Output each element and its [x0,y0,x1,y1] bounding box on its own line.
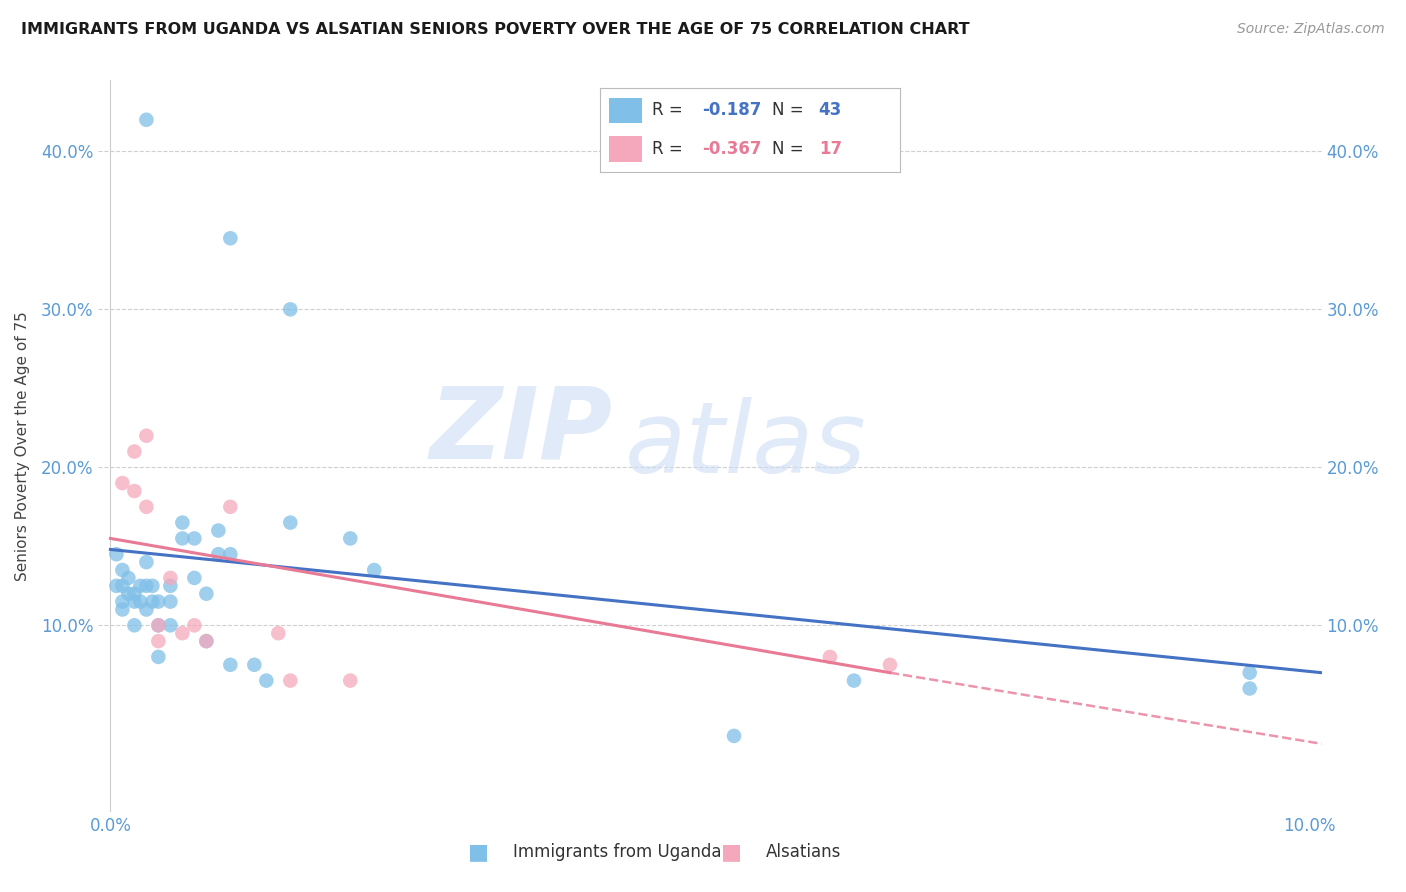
Point [363,563,385,577]
Point [111,602,134,616]
Point [141,579,163,593]
Point [135,555,157,569]
Point [148,618,170,632]
Point [183,532,205,546]
Point [135,602,157,616]
Point [111,594,134,608]
Point [879,657,901,672]
Text: IMMIGRANTS FROM UGANDA VS ALSATIAN SENIORS POVERTY OVER THE AGE OF 75 CORRELATIO: IMMIGRANTS FROM UGANDA VS ALSATIAN SENIO… [21,22,970,37]
Point [267,626,290,640]
Point [148,634,170,648]
Point [219,547,242,561]
Text: ZIP: ZIP [429,383,612,480]
Point [111,476,134,491]
Point [159,579,181,593]
Point [135,579,157,593]
Text: Alsatians: Alsatians [766,843,842,861]
Point [129,579,152,593]
Point [148,649,170,664]
Point [278,673,301,688]
Point [723,729,745,743]
Point [219,657,242,672]
Point [207,547,229,561]
Point [207,524,229,538]
Point [129,594,152,608]
Point [124,483,146,498]
Text: ■: ■ [468,842,488,862]
Point [135,428,157,442]
Point [105,579,128,593]
Point [117,587,139,601]
Point [105,547,128,561]
Point [159,594,181,608]
Point [124,594,146,608]
Point [254,673,277,688]
Point [195,634,218,648]
Point [183,571,205,585]
Point [172,516,194,530]
Point [183,618,205,632]
Point [278,516,301,530]
Point [124,618,146,632]
Text: Source: ZipAtlas.com: Source: ZipAtlas.com [1237,22,1385,37]
Point [818,649,841,664]
Point [141,594,163,608]
Point [1239,665,1261,680]
Point [339,532,361,546]
Point [172,626,194,640]
Point [124,444,146,458]
Point [278,302,301,317]
Point [842,673,865,688]
Point [219,500,242,514]
Point [159,618,181,632]
Point [195,587,218,601]
Point [124,587,146,601]
Point [148,594,170,608]
Point [135,500,157,514]
Y-axis label: Seniors Poverty Over the Age of 75: Seniors Poverty Over the Age of 75 [15,311,30,581]
Point [111,563,134,577]
Point [339,673,361,688]
Text: ■: ■ [721,842,741,862]
Point [1239,681,1261,696]
Point [111,579,134,593]
Point [243,657,266,672]
Point [219,231,242,245]
Point [135,112,157,127]
Point [159,571,181,585]
Text: atlas: atlas [624,398,866,494]
Text: Immigrants from Uganda: Immigrants from Uganda [513,843,721,861]
Point [117,571,139,585]
Point [195,634,218,648]
Point [148,618,170,632]
Point [172,532,194,546]
